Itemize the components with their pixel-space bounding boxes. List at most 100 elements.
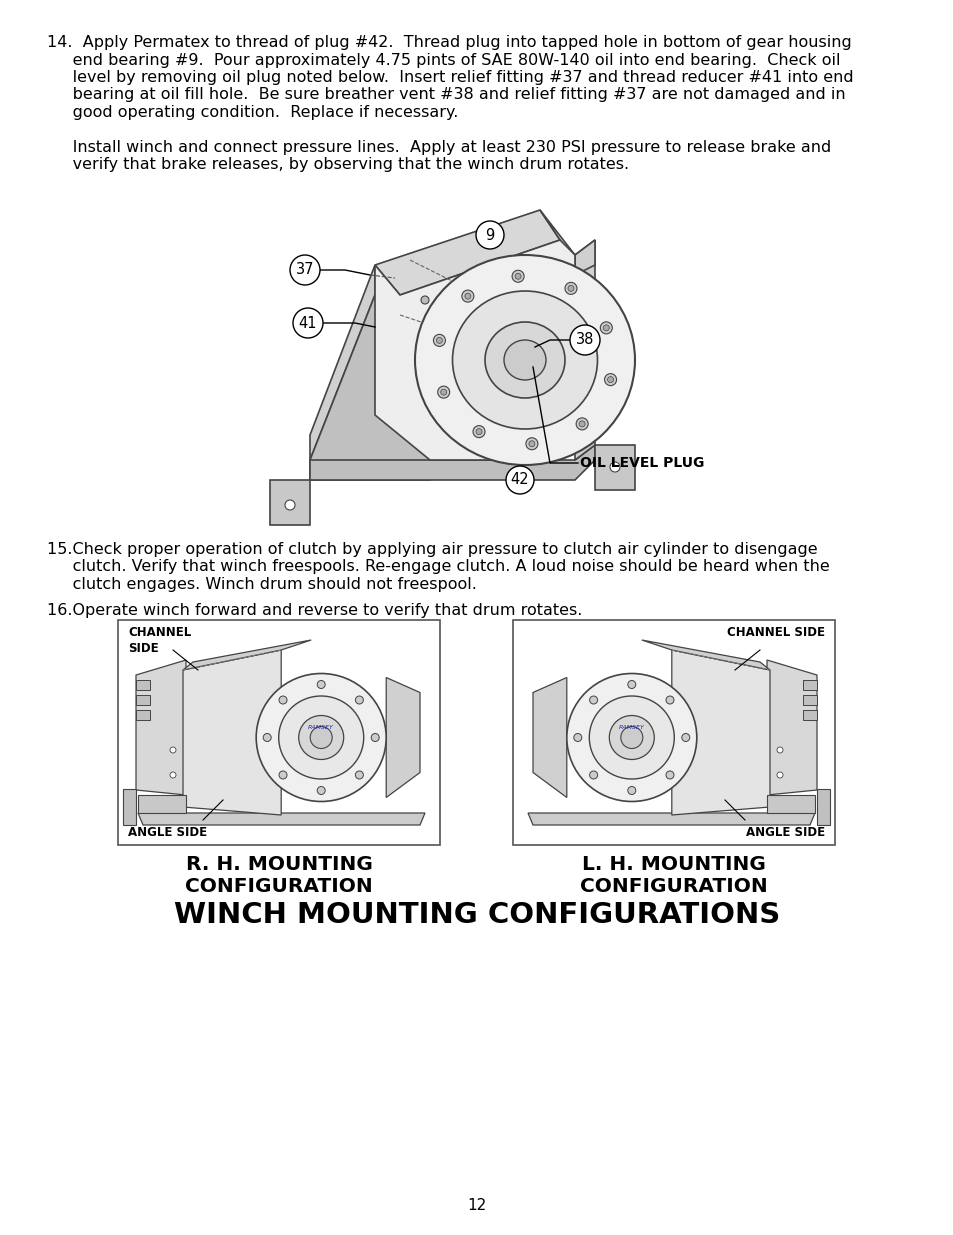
Circle shape xyxy=(528,441,535,447)
Text: RAMSEY: RAMSEY xyxy=(308,725,334,730)
Circle shape xyxy=(263,734,271,741)
Bar xyxy=(802,710,816,720)
Text: good operating condition.  Replace if necessary.: good operating condition. Replace if nec… xyxy=(47,105,457,120)
Circle shape xyxy=(776,747,782,753)
Circle shape xyxy=(420,296,429,304)
Ellipse shape xyxy=(256,673,386,802)
Polygon shape xyxy=(575,240,595,459)
Bar xyxy=(136,695,150,705)
Circle shape xyxy=(278,697,287,704)
Circle shape xyxy=(170,772,175,778)
Polygon shape xyxy=(183,650,281,815)
Polygon shape xyxy=(123,789,136,825)
Text: verify that brake releases, by observing that the winch drum rotates.: verify that brake releases, by observing… xyxy=(47,158,628,173)
Text: Install winch and connect pressure lines.  Apply at least 230 PSI pressure to re: Install winch and connect pressure lines… xyxy=(47,140,830,156)
Circle shape xyxy=(681,734,689,741)
Text: RAMSEY: RAMSEY xyxy=(618,725,644,730)
Polygon shape xyxy=(595,445,635,490)
Circle shape xyxy=(525,437,537,450)
Text: bearing at oil fill hole.  Be sure breather vent #38 and relief fitting #37 are : bearing at oil fill hole. Be sure breath… xyxy=(47,88,844,103)
Polygon shape xyxy=(766,659,816,795)
Circle shape xyxy=(290,254,319,285)
Polygon shape xyxy=(386,678,419,798)
Circle shape xyxy=(355,771,363,779)
Text: R. H. MOUNTING: R. H. MOUNTING xyxy=(186,855,372,874)
Polygon shape xyxy=(575,240,595,275)
Ellipse shape xyxy=(566,673,696,802)
Polygon shape xyxy=(766,795,814,813)
Ellipse shape xyxy=(620,726,642,748)
Circle shape xyxy=(569,325,599,354)
Text: level by removing oil plug noted below.  Insert relief fitting #37 and thread re: level by removing oil plug noted below. … xyxy=(47,70,853,85)
Polygon shape xyxy=(533,678,566,798)
Ellipse shape xyxy=(609,715,654,760)
Circle shape xyxy=(371,734,378,741)
Circle shape xyxy=(316,787,325,794)
Polygon shape xyxy=(671,650,769,815)
Circle shape xyxy=(464,293,471,299)
Circle shape xyxy=(170,747,175,753)
Circle shape xyxy=(665,771,673,779)
Circle shape xyxy=(573,734,581,741)
Circle shape xyxy=(476,429,481,435)
Text: OIL LEVEL PLUG: OIL LEVEL PLUG xyxy=(579,456,703,471)
Bar xyxy=(136,680,150,690)
Text: 16.Operate winch forward and reverse to verify that drum rotates.: 16.Operate winch forward and reverse to … xyxy=(47,604,581,619)
Text: ANGLE SIDE: ANGLE SIDE xyxy=(745,826,824,839)
Ellipse shape xyxy=(589,697,674,779)
Bar xyxy=(513,620,834,845)
Ellipse shape xyxy=(278,697,363,779)
Circle shape xyxy=(355,697,363,704)
Circle shape xyxy=(293,308,323,338)
Text: 42: 42 xyxy=(510,473,529,488)
Circle shape xyxy=(776,772,782,778)
Polygon shape xyxy=(375,210,559,295)
Circle shape xyxy=(461,290,474,303)
Ellipse shape xyxy=(298,715,343,760)
Text: 9: 9 xyxy=(485,227,494,242)
Text: 37: 37 xyxy=(295,263,314,278)
Circle shape xyxy=(437,387,449,398)
Text: 15.Check proper operation of clutch by applying air pressure to clutch air cylin: 15.Check proper operation of clutch by a… xyxy=(47,542,817,557)
Ellipse shape xyxy=(415,254,635,466)
Circle shape xyxy=(589,697,597,704)
Circle shape xyxy=(476,221,503,249)
Polygon shape xyxy=(310,295,430,480)
Text: CHANNEL SIDE: CHANNEL SIDE xyxy=(726,626,824,638)
Circle shape xyxy=(604,374,616,385)
Circle shape xyxy=(567,285,574,291)
Polygon shape xyxy=(375,240,575,459)
Ellipse shape xyxy=(452,291,597,429)
Circle shape xyxy=(512,270,523,283)
Circle shape xyxy=(278,771,287,779)
Circle shape xyxy=(440,389,446,395)
Circle shape xyxy=(316,680,325,688)
Ellipse shape xyxy=(503,340,545,380)
Circle shape xyxy=(433,335,445,346)
Polygon shape xyxy=(527,813,814,825)
Circle shape xyxy=(515,273,520,279)
Polygon shape xyxy=(816,789,829,825)
Circle shape xyxy=(589,771,597,779)
Polygon shape xyxy=(270,480,310,525)
Text: L. H. MOUNTING: L. H. MOUNTING xyxy=(581,855,765,874)
Bar xyxy=(802,695,816,705)
Polygon shape xyxy=(138,813,424,825)
Text: CONFIGURATION: CONFIGURATION xyxy=(185,877,373,897)
Polygon shape xyxy=(183,640,311,671)
Text: CHANNEL
SIDE: CHANNEL SIDE xyxy=(128,626,191,655)
Text: CONFIGURATION: CONFIGURATION xyxy=(579,877,767,897)
Polygon shape xyxy=(138,795,186,813)
Circle shape xyxy=(665,697,673,704)
Ellipse shape xyxy=(310,726,332,748)
Bar xyxy=(802,680,816,690)
Circle shape xyxy=(505,466,534,494)
Text: clutch. Verify that winch freespools. Re-engage clutch. A loud noise should be h: clutch. Verify that winch freespools. Re… xyxy=(47,559,829,574)
Circle shape xyxy=(599,322,612,333)
Text: 38: 38 xyxy=(576,332,594,347)
Circle shape xyxy=(285,500,294,510)
Circle shape xyxy=(576,417,588,430)
Text: 41: 41 xyxy=(298,315,317,331)
Polygon shape xyxy=(539,210,575,435)
Bar xyxy=(136,710,150,720)
